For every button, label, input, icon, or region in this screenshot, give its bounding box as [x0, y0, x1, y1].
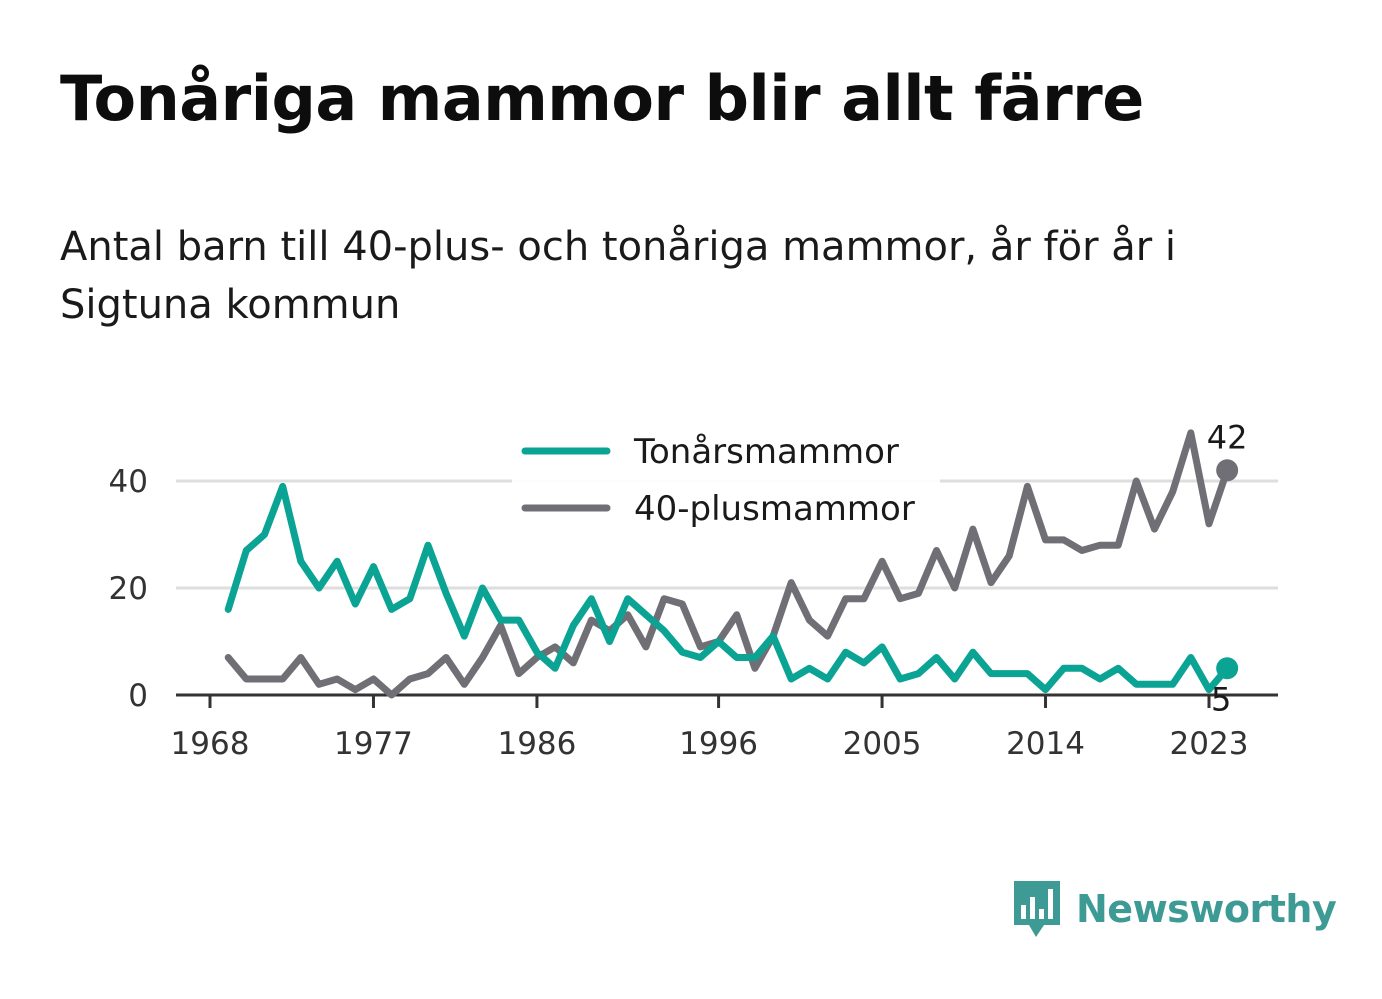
brand-logo: Newsworthy: [1012, 878, 1337, 940]
x-axis: 1968 1977 1986 1996 2005 2014 2023: [171, 693, 1278, 762]
end-label-40-plusmammor: 42: [1207, 418, 1248, 456]
y-axis-labels: 0 20 40: [109, 464, 148, 714]
x-tick-label-1977: 1977: [334, 726, 413, 762]
y-tick-label-20: 20: [109, 571, 148, 607]
series-line-tonarsmammor: [224, 482, 1231, 694]
x-tick-label-2023: 2023: [1170, 726, 1249, 762]
x-tick-label-1996: 1996: [679, 726, 758, 762]
x-tick-label-1986: 1986: [497, 726, 576, 762]
legend-label-40-plusmammor: 40-plusmammor: [634, 489, 915, 529]
legend-background: [512, 425, 940, 537]
legend: Tonårsmammor 40-plusmammor: [512, 425, 940, 537]
bar-chart-speech-bubble-icon: [1014, 881, 1060, 937]
end-point-tonarsmammor: [1216, 657, 1239, 680]
x-tick-label-2014: 2014: [1006, 726, 1085, 762]
x-tick-label-1968: 1968: [171, 726, 250, 762]
series-lines: [224, 429, 1239, 699]
end-labels: 42 5: [1207, 418, 1248, 718]
chart-subtitle: Antal barn till 40-plus- och tonåriga ma…: [60, 224, 1177, 328]
end-label-tonarsmammor: 5: [1211, 680, 1231, 718]
brand-name: Newsworthy: [1076, 887, 1337, 931]
series-line-40-plusmammor: [224, 429, 1231, 699]
y-tick-label-0: 0: [128, 678, 148, 714]
legend-label-tonarsmammor: Tonårsmammor: [633, 432, 899, 472]
end-point-40-plusmammor: [1216, 459, 1239, 482]
y-tick-label-40: 40: [109, 464, 148, 500]
x-tick-label-2005: 2005: [843, 726, 922, 762]
line-chart: 1968 1977 1986 1996 2005 2014 2023 0 20 40 Tonår…: [109, 418, 1278, 762]
chart-title: Tonåriga mammor blir allt färre: [60, 62, 1144, 135]
